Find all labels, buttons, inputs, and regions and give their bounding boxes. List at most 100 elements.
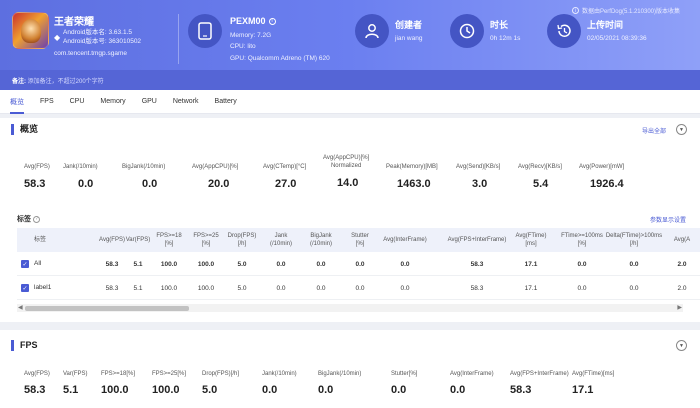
metric-label: Drop(FPS)[/h] <box>202 371 240 377</box>
metric-label: BigJank(/10min) <box>122 164 166 170</box>
col-header[interactable]: Delta(FTime)>100ms [/h] <box>605 233 663 247</box>
fps-metric-item: Avg(FPS+InterFrame) 58.3 <box>510 370 569 396</box>
metric-value: 58.3 <box>24 384 46 396</box>
metric-label: Avg(CTemp)[°C] <box>263 164 307 170</box>
duration-value: 0h 12m 1s <box>490 35 521 42</box>
table-cell: 0.0 <box>629 261 639 268</box>
table-row[interactable]: ✓ label1 58.3 5.1 100.0 100.0 5.0 0.0 0.0 0.0 0.… <box>17 276 700 300</box>
metric-value: 17.1 <box>572 384 594 396</box>
fps-panel <box>0 330 700 408</box>
table-cell: 100.0 <box>197 285 215 292</box>
metric-label: Var(FPS) <box>63 371 88 377</box>
tab-fps[interactable]: FPS <box>40 98 54 105</box>
metric-item: Avg(CTemp)[°C] 27.0 <box>263 163 306 190</box>
metric-value: 0.0 <box>142 178 158 190</box>
col-header[interactable]: Avg(FTime) [ms] <box>515 233 547 247</box>
help-icon[interactable]: ? <box>33 215 40 223</box>
table-cell: 0.0 <box>577 285 587 292</box>
metric-item: Jank(/10min) 0.0 <box>63 163 98 190</box>
col-header[interactable]: Var(FPS) <box>125 237 151 243</box>
col-header[interactable]: Avg(FPS) <box>99 237 125 243</box>
upload-value: 02/05/2021 08:39:36 <box>587 35 647 42</box>
table-cell: 5.0 <box>237 285 247 292</box>
device-info-icon[interactable]: i <box>268 17 276 25</box>
metric-value: 0.0 <box>391 384 407 396</box>
col-header[interactable]: Avg(FPS+InterFrame) <box>447 237 507 243</box>
metric-label: Peak(Memory)[MB] <box>386 164 438 170</box>
col-header-tag: 标签 <box>34 237 47 243</box>
table-cell: 100.0 <box>160 261 178 268</box>
metric-value: 0.0 <box>318 384 334 396</box>
metric-value: 100.0 <box>101 384 129 396</box>
metric-value: 27.0 <box>275 178 297 190</box>
phone-icon <box>188 14 222 48</box>
scrollbar-thumb[interactable] <box>25 306 189 311</box>
notes-input[interactable]: 添加备注，不超过200个字符 <box>27 79 104 85</box>
metric-value: 58.3 <box>24 178 46 190</box>
notes-label: 备注: <box>12 79 26 85</box>
metric-value: 14.0 <box>337 177 359 189</box>
table-row[interactable]: ✓ All 58.3 5.1 100.0 100.0 5.0 0.0 0.0 0.0 0.0 58… <box>17 252 700 276</box>
table-cell: 0.0 <box>355 285 365 292</box>
table-horizontal-scrollbar[interactable]: ◀ ▶ <box>17 304 683 312</box>
tab-battery[interactable]: Battery <box>214 98 237 105</box>
fps-metric-item: BigJank(/10min) 0.0 <box>318 370 361 396</box>
tab-memory[interactable]: Memory <box>100 98 126 105</box>
metric-label: Avg(FTime)[ms] <box>572 371 615 377</box>
tab-cpu[interactable]: CPU <box>69 98 85 105</box>
col-header[interactable]: FPS>=18 [%] <box>156 233 182 247</box>
fps-metric-item: Avg(InterFrame) 0.0 <box>450 370 494 396</box>
export-all-link[interactable]: 导出全部 <box>641 129 666 135</box>
fps-metric-item: Avg(FTime)[ms] 17.1 <box>572 370 614 396</box>
metric-item: Peak(Memory)[MB] 1463.0 <box>386 163 438 190</box>
col-header[interactable]: Stutter [%] <box>351 233 369 247</box>
metric-label: Avg(FPS) <box>24 371 50 377</box>
col-header[interactable]: BigJank (/10min) <box>309 233 332 247</box>
overview-panel <box>0 118 700 322</box>
table-cell: 5.0 <box>237 261 247 268</box>
col-header[interactable]: Avg(A <box>673 237 691 243</box>
table-header: 标签 Avg(FPS) Var(FPS) FPS>=18 [%] FPS>=25 [%… <box>17 228 700 252</box>
col-header[interactable]: FPS>=25 [%] <box>193 233 219 247</box>
col-header[interactable]: Jank (/10min) <box>269 233 292 247</box>
metric-label: Avg(InterFrame) <box>450 371 494 377</box>
tab-gpu[interactable]: GPU <box>141 98 157 105</box>
col-header[interactable]: Avg(InterFrame) <box>383 237 427 243</box>
table-cell: 0.0 <box>316 285 326 292</box>
row-checkbox[interactable]: ✓ <box>21 284 29 292</box>
col-header[interactable]: FTime>=100ms [%] <box>561 233 603 247</box>
metric-item: Avg(Recv)[KB/s] 5.4 <box>518 163 562 190</box>
table-cell: 2.0 <box>677 285 687 292</box>
table-cell: 58.3 <box>105 261 119 268</box>
display-settings-link[interactable]: 参数显示设置 <box>649 218 686 224</box>
version-note: i 数据由PerfDog(5.1.210300)版本收集 <box>571 6 680 15</box>
col-header[interactable]: Drop(FPS) [/h] <box>227 233 257 247</box>
notes-bar[interactable]: 备注: 添加备注，不超过200个字符 <box>0 70 700 90</box>
creator-value: jian wang <box>395 35 423 42</box>
tab-network[interactable]: Network <box>172 98 199 105</box>
overview-collapse-button[interactable]: ▼ <box>676 124 687 135</box>
row-checkbox[interactable]: ✓ <box>21 260 29 268</box>
tab-overview[interactable]: 概览 <box>10 90 24 114</box>
fps-metric-item: FPS>=25[%] 100.0 <box>152 370 186 396</box>
history-icon <box>547 14 581 48</box>
fps-metric-item: Var(FPS) 5.1 <box>63 370 88 396</box>
fps-metric-item: Drop(FPS)[/h] 5.0 <box>202 370 239 396</box>
metric-label: Stutter[%] <box>391 371 418 377</box>
metric-value: 0.0 <box>262 384 278 396</box>
upload-title: 上传时间 <box>587 20 624 30</box>
fps-collapse-button[interactable]: ▼ <box>676 340 687 351</box>
device-model: PEXM00 i <box>230 16 276 26</box>
table-cell: 0.0 <box>316 261 326 268</box>
clock-icon <box>450 14 484 48</box>
app-name: 王者荣耀 <box>54 17 94 28</box>
metric-item: BigJank(/10min) 0.0 <box>122 163 165 190</box>
scroll-left-icon[interactable]: ◀ <box>18 305 23 311</box>
app-version: Android版本名: 3.63.1.5 Android版本号: 3630105… <box>63 28 141 46</box>
device-memory: Memory: 7.2G <box>230 32 272 39</box>
metric-value: 100.0 <box>152 384 180 396</box>
scroll-right-icon[interactable]: ▶ <box>677 305 682 311</box>
device-model-name: PEXM00 <box>230 16 266 26</box>
device-gpu: GPU: Qualcomm Adreno (TM) 620 <box>230 55 330 62</box>
header-divider <box>178 14 179 64</box>
